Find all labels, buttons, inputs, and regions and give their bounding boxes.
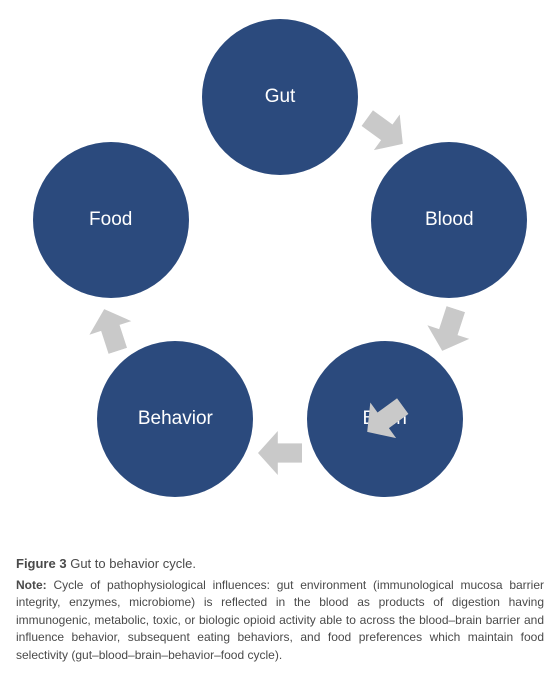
cycle-arrow-icon bbox=[354, 100, 415, 161]
cycle-arrow-icon bbox=[83, 302, 138, 357]
cycle-node-behavior: Behavior bbox=[97, 341, 253, 497]
cycle-node-gut: Gut bbox=[202, 19, 358, 175]
cycle-node-label: Behavior bbox=[138, 408, 213, 430]
figure-container: GutBloodBrainBehaviorFood Figure 3 Gut t… bbox=[0, 0, 560, 696]
cycle-node-label: Food bbox=[89, 209, 132, 231]
figure-title: Gut to behavior cycle. bbox=[70, 556, 196, 571]
figure-note-label: Note: bbox=[16, 578, 47, 592]
cycle-node-food: Food bbox=[33, 142, 189, 298]
cycle-arrow-icon bbox=[422, 302, 477, 357]
figure-note: Note: Cycle of pathophysiological influe… bbox=[16, 577, 544, 664]
cycle-node-blood: Blood bbox=[371, 142, 527, 298]
cycle-arrow-icon bbox=[258, 431, 302, 475]
figure-caption: Figure 3 Gut to behavior cycle. Note: Cy… bbox=[16, 556, 544, 664]
figure-note-text: Cycle of pathophysiological influences: … bbox=[16, 578, 544, 662]
cycle-node-label: Blood bbox=[425, 209, 474, 231]
figure-label: Figure 3 bbox=[16, 556, 67, 571]
cycle-node-label: Gut bbox=[265, 86, 296, 108]
figure-title-line: Figure 3 Gut to behavior cycle. bbox=[16, 556, 544, 571]
cycle-diagram: GutBloodBrainBehaviorFood bbox=[0, 0, 560, 545]
